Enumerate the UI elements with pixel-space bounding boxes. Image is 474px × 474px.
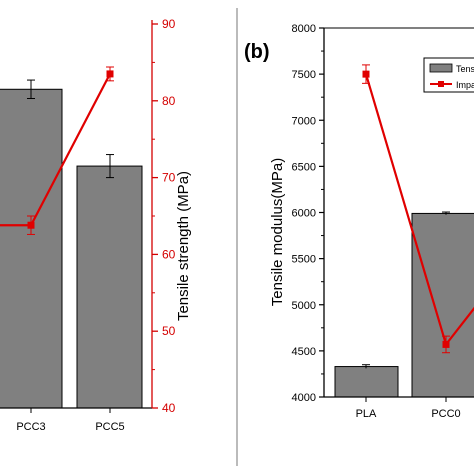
panel-b-bar-1 [334, 366, 399, 398]
panel-b: (b) 4000 4500 5000 5500 6000 6500 7000 7500 8000… [244, 23, 474, 420]
panel-a-x-tick-label-2: PCC5 [95, 421, 124, 433]
panel-b-legend: Tens Impa [423, 57, 474, 93]
legend-entry-1: Tens [456, 64, 474, 74]
panel-a-y2-tick-label-3: 60 [162, 247, 176, 261]
panel-b-y-tick-label-4: 5500 [292, 254, 316, 266]
panel-b-y-axis-label: Tensile modulus(MPa) [269, 158, 286, 306]
panel-b-line-point-1 [362, 70, 370, 78]
panel-a-line-point-1 [27, 221, 35, 229]
panel-b-y-tick-label-1: 4000 [292, 392, 316, 404]
panel-b-y-tick-label-7: 7000 [292, 115, 316, 127]
panel-b-x-tick-label-1: PLA [356, 408, 377, 420]
legend-bar-swatch [429, 63, 453, 73]
panel-b-y-tick-label-8: 7500 [292, 69, 316, 81]
panel-a-bar-2 [76, 165, 143, 409]
panel-a-y2-tick-label-4: 70 [162, 171, 176, 185]
panel-a-y2-tick-label-5: 80 [162, 94, 176, 108]
panel-b-bar-2 [411, 212, 474, 398]
panel-b-y-tick-label-2: 4500 [292, 346, 316, 358]
panel-a-bar-1 [0, 88, 63, 409]
panel-a-y2-axis-label: Tensile strength (MPa) [175, 171, 192, 321]
panel-a-y2-tick-label-1: 40 [162, 401, 176, 415]
legend-entry-2: Impa [456, 80, 474, 90]
panel-a-line-point-2 [106, 70, 114, 78]
panel-b-y-tick-label-9: 8000 [292, 23, 316, 35]
panel-b-line-point-2 [442, 340, 450, 348]
panel-a-y2-tick-label-2: 50 [162, 324, 176, 338]
panel-b-label: (b) [244, 41, 270, 63]
panel-a: 40 50 60 70 80 90 PCC3 PCC5 Tensile strength … [0, 17, 192, 433]
panel-a-y2-tick-label-6: 90 [162, 17, 176, 31]
panel-b-y-tick-label-6: 6500 [292, 161, 316, 173]
panel-b-y-tick-label-3: 5000 [292, 300, 316, 312]
panel-b-y-tick-label-5: 6000 [292, 208, 316, 220]
panel-a-x-tick-label-1: PCC3 [16, 421, 45, 433]
panel-b-x-tick-label-2: PCC0 [431, 408, 460, 420]
legend-marker-swatch [438, 81, 444, 87]
